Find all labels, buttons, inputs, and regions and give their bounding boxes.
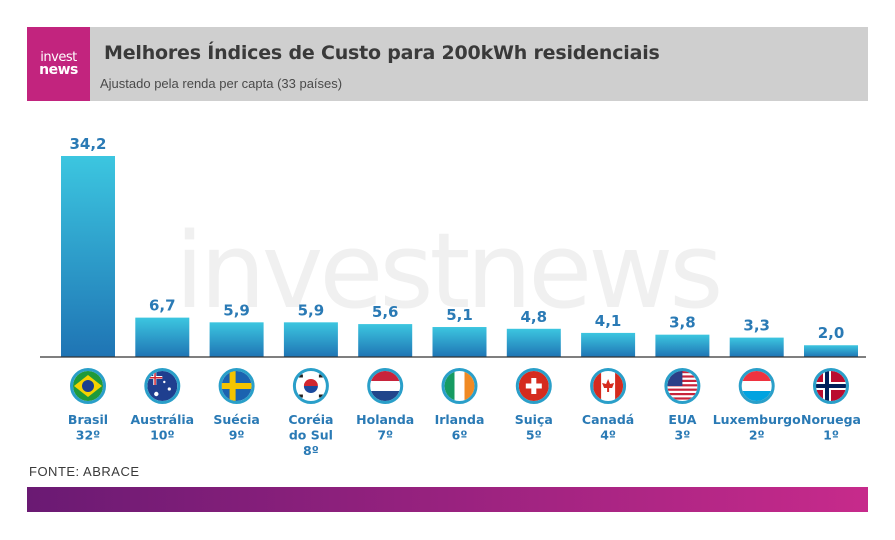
bar-1 [135,317,190,357]
category-label-6-line-0: Suiça [515,412,553,427]
australia-flag-icon [144,368,181,404]
category-label-3-line-1: do Sul [289,428,333,443]
netherlands-flag-icon [367,368,404,404]
value-label-5: 5,1 [446,306,473,324]
value-label-4: 5,6 [372,303,399,321]
usa-flag-icon [664,368,701,404]
bars-group: 34,2 6,7 5,9 5,9 5,6 5,1 4,8 4,1 3,8 3,3 2,0 [61,135,858,357]
bar-3 [283,322,338,357]
category-label-10-line-0: Noruega [801,412,861,427]
chart-subtitle: Ajustado pela renda per capta (33 países… [100,76,343,91]
bar-4 [358,324,413,357]
value-label-9: 3,3 [743,317,770,335]
category-label-3-line-0: Coréia [288,412,333,427]
bar-0 [61,156,115,357]
logo-text-invest: invest [40,49,77,65]
value-label-0: 34,2 [69,135,106,153]
source-note: FONTE: ABRACE [29,464,140,479]
switzerland-flag-icon [515,368,552,404]
value-label-1: 6,7 [149,297,176,315]
chart-header: invest news Melhores Índices de Custo pa… [27,27,868,101]
category-label-8-line-1: 3º [675,428,691,443]
bar-5 [432,327,487,357]
value-label-10: 2,0 [818,324,845,342]
logo-text-news: news [39,61,78,78]
category-label-9-line-0: Luxemburgo [713,412,801,427]
bar-6 [506,328,561,357]
category-label-7-line-1: 4º [600,428,616,443]
category-label-10-line-1: 1º [823,428,839,443]
investnews-logo: invest news [27,27,90,101]
value-label-8: 3,8 [669,314,696,332]
value-label-6: 4,8 [521,308,548,326]
ireland-flag-icon [441,368,478,404]
category-label-2-line-1: 9º [229,428,245,443]
category-label-4-line-1: 7º [377,428,393,443]
category-label-1-line-0: Austrália [131,412,195,427]
category-label-2-line-0: Suécia [213,412,260,427]
bar-9 [729,337,784,357]
footer-gradient-bar [27,487,868,512]
sweden-flag-icon [218,368,255,404]
category-label-4-line-0: Holanda [356,412,414,427]
category-label-0-line-0: Brasil [68,412,108,427]
bar-8 [655,334,710,357]
category-label-0-line-1: 32º [76,428,100,443]
category-label-6-line-1: 5º [526,428,542,443]
bar-10 [804,345,858,357]
canada-flag-icon [590,368,627,404]
south-korea-flag-icon [292,368,329,404]
bar-2 [209,322,264,357]
value-label-2: 5,9 [223,301,250,319]
category-label-8-line-0: EUA [668,412,696,427]
chart-title: Melhores Índices de Custo para 200kWh re… [104,42,660,64]
category-label-7-line-0: Canadá [582,412,634,427]
value-label-3: 5,9 [298,301,325,319]
category-label-1-line-1: 10º [150,428,174,443]
category-label-5-line-0: Irlanda [435,412,485,427]
luxembourg-flag-icon [738,368,775,404]
value-label-7: 4,1 [595,312,622,330]
bar-7 [581,332,636,357]
category-label-5-line-1: 6º [452,428,468,443]
category-label-3-line-2: 8º [303,443,319,458]
flags-group [70,368,849,404]
category-label-9-line-1: 2º [749,428,765,443]
norway-flag-icon [813,368,849,404]
brazil-flag-icon [70,368,106,404]
